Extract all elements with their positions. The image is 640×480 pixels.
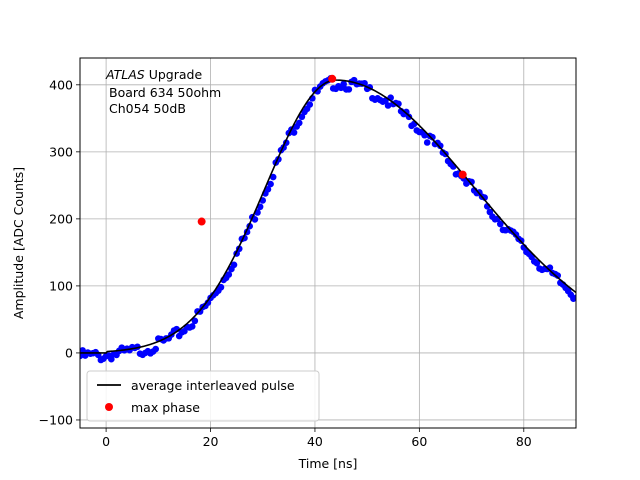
data-layer	[80, 74, 576, 364]
annotation-atlas: ATLAS	[105, 67, 145, 82]
y-tick-label: 200	[49, 211, 73, 226]
sample-point	[554, 272, 562, 279]
sample-point	[269, 173, 277, 181]
x-tick-label: 20	[203, 434, 219, 449]
x-tick-label: 0	[102, 434, 110, 449]
annotation-block: ATLAS Upgrade Board 634 50ohm Ch054 50dB	[105, 67, 221, 116]
y-axis-label: Amplitude [ADC Counts]	[11, 167, 26, 319]
legend-box	[86, 370, 320, 422]
plot-area	[80, 58, 576, 428]
sample-point	[298, 113, 306, 121]
sample-point	[188, 323, 196, 330]
sample-point	[496, 220, 504, 228]
x-axis-label: Time [ns]	[298, 456, 358, 471]
x-tick-label: 40	[307, 434, 323, 449]
sample-point	[225, 271, 233, 278]
legend-label-max-phase: max phase	[131, 400, 200, 415]
sample-point	[108, 355, 115, 363]
max-phase-point	[197, 217, 206, 226]
y-tick-label: −100	[39, 412, 73, 427]
sample-point	[423, 139, 431, 146]
sample-point	[251, 216, 259, 223]
sample-point	[533, 259, 541, 267]
sample-point	[290, 129, 298, 136]
y-tick-label: 300	[49, 144, 73, 159]
sample-point	[481, 194, 488, 201]
y-tick-label: 0	[65, 345, 73, 360]
x-tick-label: 60	[411, 434, 427, 449]
sample-point	[384, 102, 392, 109]
max-phase-point	[458, 170, 467, 179]
sample-point	[152, 345, 160, 353]
ticks: 0 20 40 60 80 −100 0 100 200 300 400	[39, 77, 532, 449]
sample-point	[340, 80, 347, 88]
sample-point	[403, 108, 410, 116]
sample-point	[217, 283, 225, 291]
sample-point	[345, 86, 353, 93]
sample-point	[264, 186, 272, 193]
legend-label-average: average interleaved pulse	[131, 378, 295, 393]
sample-point	[191, 317, 199, 325]
legend: average interleaved pulse max phase	[86, 370, 320, 422]
x-tick-label: 80	[516, 434, 532, 449]
annotation-board: Board 634 50ohm	[109, 85, 221, 100]
annotation-channel: Ch054 50dB	[109, 101, 186, 116]
legend-dot-marker	[105, 403, 113, 411]
sample-point	[429, 133, 436, 141]
y-tick-label: 100	[49, 278, 73, 293]
sample-point	[230, 261, 238, 269]
max-phase-point	[328, 74, 337, 83]
sample-point	[80, 347, 86, 354]
sample-point	[306, 101, 314, 108]
sample-point	[295, 119, 303, 127]
annotation-upgrade: Upgrade	[145, 67, 203, 82]
sample-point	[436, 142, 444, 150]
plot-frame	[79, 57, 577, 429]
sample-point	[572, 294, 576, 302]
average-pulse-line	[80, 79, 576, 354]
y-tick-label: 400	[49, 77, 73, 92]
sample-point	[267, 180, 274, 188]
svg-text:ATLAS Upgrade: ATLAS Upgrade	[105, 67, 202, 82]
